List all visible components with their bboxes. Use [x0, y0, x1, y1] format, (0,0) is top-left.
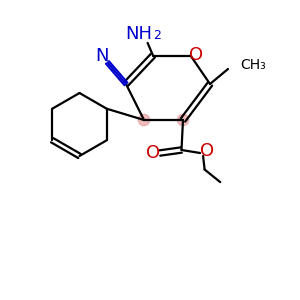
Text: O: O [189, 46, 203, 64]
Text: 2: 2 [153, 28, 160, 42]
Text: N: N [95, 47, 109, 65]
Circle shape [138, 114, 150, 126]
Text: O: O [200, 142, 214, 160]
Circle shape [177, 114, 189, 126]
Text: NH: NH [125, 25, 152, 43]
Text: O: O [146, 144, 160, 162]
Text: CH₃: CH₃ [240, 58, 266, 72]
